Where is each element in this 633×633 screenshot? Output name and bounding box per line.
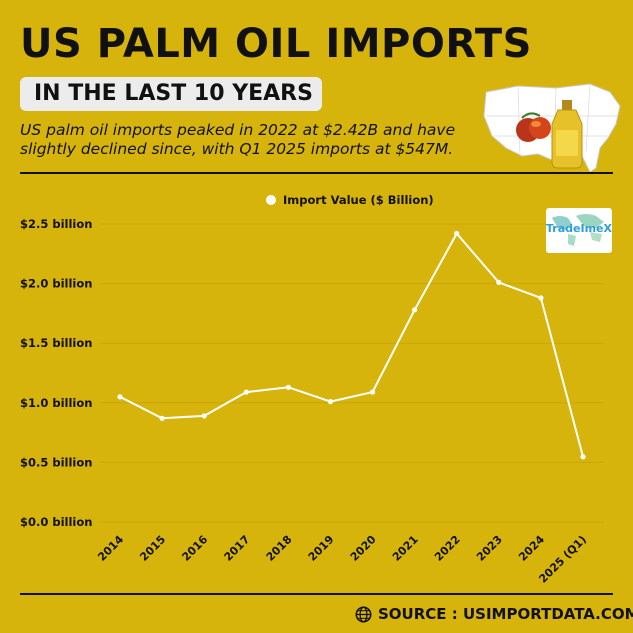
legend-marker bbox=[266, 195, 276, 205]
palm-fruit-icon bbox=[516, 112, 551, 142]
y-tick-label: $1.5 billion bbox=[20, 336, 92, 350]
data-point bbox=[496, 279, 502, 286]
x-tick-label: 2020 bbox=[348, 533, 379, 564]
data-point bbox=[201, 413, 207, 419]
watermark-text: TradeImeX bbox=[546, 222, 612, 235]
x-tick-label: 2015 bbox=[137, 533, 168, 564]
chart-legend: Import Value ($ Billion) bbox=[266, 191, 434, 209]
x-tick-label: 2019 bbox=[306, 533, 337, 564]
x-tick-label: 2018 bbox=[264, 533, 295, 564]
oil-bottle-icon bbox=[551, 100, 583, 169]
x-tick-label: 2023 bbox=[474, 533, 505, 564]
y-tick-label: $2.5 billion bbox=[20, 217, 92, 231]
legend-label: Import Value ($ Billion) bbox=[283, 193, 434, 207]
x-tick-label: 2024 bbox=[516, 533, 547, 564]
data-point bbox=[538, 295, 544, 301]
page-title: US PALM OIL IMPORTS bbox=[20, 21, 532, 67]
data-point bbox=[454, 230, 460, 237]
data-point bbox=[412, 307, 418, 313]
page-subtitle: IN THE LAST 10 YEARS bbox=[34, 81, 313, 106]
y-tick-label: $2.0 billion bbox=[20, 277, 92, 291]
source-text: SOURCE : USIMPORTDATA.COM bbox=[378, 605, 633, 623]
us-map-illustration bbox=[483, 83, 621, 173]
data-point bbox=[117, 394, 123, 400]
x-tick-label: 2021 bbox=[390, 533, 421, 564]
bottom-divider bbox=[20, 593, 613, 595]
x-tick-label: 2017 bbox=[222, 533, 253, 564]
data-point bbox=[159, 415, 165, 421]
data-point bbox=[243, 389, 249, 395]
x-tick-label: 2016 bbox=[179, 533, 210, 564]
world-map-icon bbox=[552, 214, 604, 246]
subtitle-pill bbox=[20, 77, 322, 111]
watermark-badge: TradeImeX bbox=[546, 208, 612, 253]
data-point bbox=[327, 399, 334, 405]
source-credit: SOURCE : USIMPORTDATA.COM bbox=[355, 604, 633, 624]
globe-icon bbox=[355, 606, 372, 622]
y-tick-label: $0.0 billion bbox=[20, 515, 92, 529]
y-tick-label: $0.5 billion bbox=[20, 455, 92, 469]
y-tick-label: $1.0 billion bbox=[20, 396, 92, 410]
data-point bbox=[369, 389, 376, 395]
data-point bbox=[580, 454, 586, 460]
summary-text: US palm oil imports peaked in 2022 at $2… bbox=[20, 121, 456, 158]
x-tick-label: 2014 bbox=[95, 533, 126, 564]
series-line-import-value bbox=[119, 232, 584, 458]
top-divider bbox=[20, 172, 613, 174]
data-point bbox=[285, 384, 291, 390]
x-tick-label: 2022 bbox=[432, 533, 463, 564]
